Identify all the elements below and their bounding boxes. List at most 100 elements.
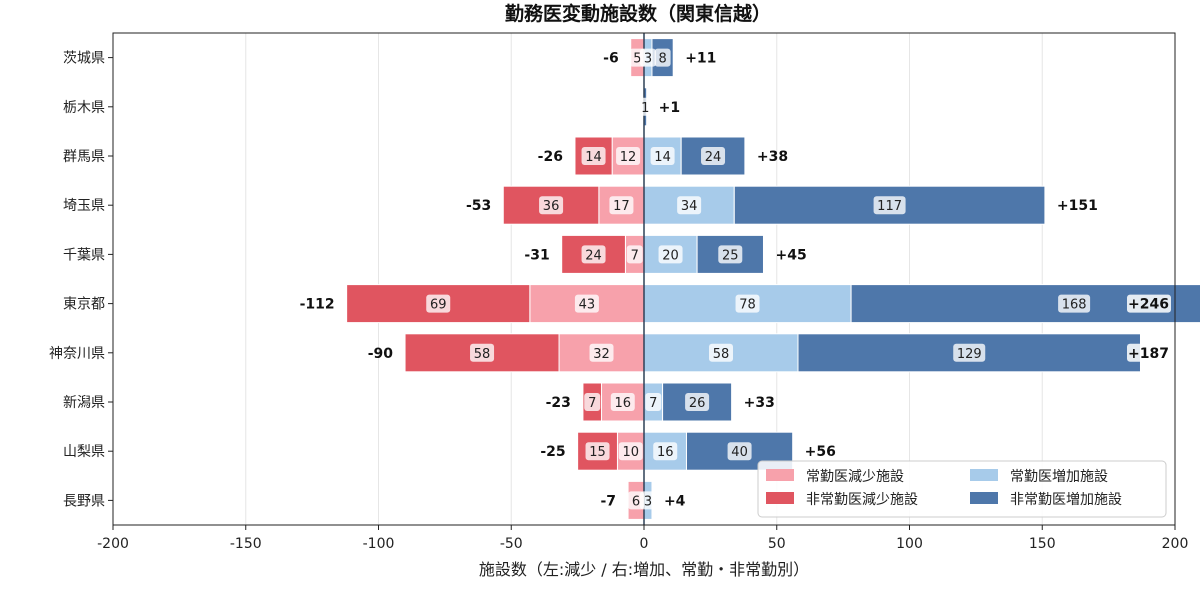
label-decrease-fulltime: 32 [593,347,610,362]
label-increase-fulltime-bg [708,343,733,362]
label-increase-parttime: 129 [957,347,982,362]
total-increase-label: +45 [775,247,806,263]
label-decrease-fulltime: 43 [579,298,596,313]
label-decrease-fulltime-bg [616,147,641,165]
label-increase-parttime: 117 [877,199,902,214]
total-increase-label: +38 [757,149,788,165]
label-increase-parttime: 25 [722,248,739,263]
label-increase-parttime: 168 [1062,298,1087,313]
total-increase-label: +56 [805,444,836,460]
label-decrease-fulltime: 10 [622,445,639,460]
label-increase-fulltime: 78 [739,298,756,313]
x-tick-label: -100 [363,536,395,552]
total-increase-label: +246 [1128,297,1169,313]
legend-swatch [766,492,794,504]
label-decrease-fulltime-bg [609,196,634,215]
label-decrease-parttime-bg [581,245,606,264]
label-decrease-fulltime-bg [610,393,635,411]
x-tick-label: 50 [768,536,786,552]
y-tick-label: 神奈川県 [49,346,105,362]
total-increase-bg [1127,343,1171,362]
y-tick-label: 新潟県 [63,395,105,411]
total-decrease-label: -26 [538,149,563,165]
label-decrease-parttime: 69 [430,298,447,313]
label-decrease-parttime: 14 [585,150,602,165]
chart-title: 勤務医変動施設数（関東信越） [505,2,771,25]
label-increase-parttime-bg [953,343,986,362]
y-tick-label: 長野県 [63,493,105,509]
x-tick-label: -150 [230,536,262,552]
label-increase-parttime-bg [654,48,671,67]
total-decrease-label: -53 [466,198,491,214]
label-increase-fulltime-bg [639,48,656,67]
label-increase-parttime-bg [718,245,743,264]
total-decrease-label: -7 [601,493,617,509]
total-increase-label: +33 [744,395,775,411]
label-decrease-fulltime: 5 [633,52,641,67]
label-increase-fulltime-bg [677,196,702,215]
legend-entry-label: 常勤医増加施設 [1010,469,1108,485]
label-increase-fulltime: 34 [681,199,698,214]
total-increase-label: +11 [685,51,716,67]
x-tick-label: 0 [640,536,649,552]
total-decrease-label: -6 [603,51,619,67]
total-decrease-label: -112 [300,297,335,313]
label-decrease-fulltime: 6 [632,494,640,509]
label-increase-parttime: 8 [658,52,666,67]
label-increase-fulltime-bg [645,393,662,411]
label-decrease-parttime: 36 [543,199,560,214]
label-increase-parttime: 24 [705,150,722,165]
label-increase-parttime: 26 [689,396,706,411]
label-increase-fulltime: 3 [644,52,652,67]
label-decrease-parttime: 15 [589,445,606,460]
label-decrease-parttime-bg [426,294,451,313]
label-increase-fulltime: 20 [662,248,679,263]
label-increase-fulltime: 3 [644,494,652,509]
y-tick-label: 茨城県 [63,51,105,67]
total-decrease-label: -90 [368,346,394,362]
total-decrease-label: -23 [546,395,571,411]
label-decrease-fulltime-bg [574,294,599,313]
y-tick-label: 埼玉県 [63,198,105,214]
label-decrease-fulltime: 16 [614,396,631,411]
label-increase-parttime-bg [1058,294,1091,313]
x-axis-label: 施設数（左:減少 / 右:増加、常勤・非常勤別） [479,560,809,579]
legend-entry-label: 非常勤医減少施設 [806,491,918,508]
y-tick-label: 群馬県 [63,149,105,165]
y-tick-label: 栃木県 [63,100,105,116]
label-decrease-fulltime: 7 [631,248,639,263]
label-decrease-parttime: 7 [588,396,596,411]
total-increase-bg [1127,294,1171,313]
label-increase-fulltime-bg [735,294,760,313]
x-tick-label: -50 [500,536,523,552]
total-increase-label: +151 [1057,198,1098,214]
label-decrease-fulltime-bg [589,343,614,362]
total-decrease-label: -25 [540,444,565,460]
label-increase-fulltime-bg [653,442,678,461]
label-increase-fulltime-bg [658,245,683,264]
y-tick-label: 千葉県 [63,247,105,263]
label-increase-parttime: 1 [641,101,649,116]
total-increase-label: +187 [1128,346,1169,362]
label-increase-fulltime: 14 [654,150,671,165]
label-increase-fulltime: 7 [649,396,657,411]
legend-swatch [970,492,998,504]
label-decrease-fulltime: 17 [613,199,630,214]
legend-box [757,460,1167,518]
total-increase-label: +4 [664,493,686,509]
total-increase-label: +1 [659,100,680,116]
label-increase-parttime-bg [637,97,654,116]
label-increase-parttime: 40 [731,445,748,460]
label-increase-fulltime-bg [639,491,656,510]
legend-entry-label: 常勤医減少施設 [806,468,904,485]
x-tick-label: 200 [1162,536,1189,552]
label-increase-fulltime: 58 [713,347,730,362]
label-decrease-parttime: 24 [585,248,602,263]
label-increase-parttime-bg [873,196,906,215]
label-increase-fulltime: 16 [657,445,674,460]
legend-swatch [766,469,794,481]
label-decrease-parttime-bg [585,442,610,461]
